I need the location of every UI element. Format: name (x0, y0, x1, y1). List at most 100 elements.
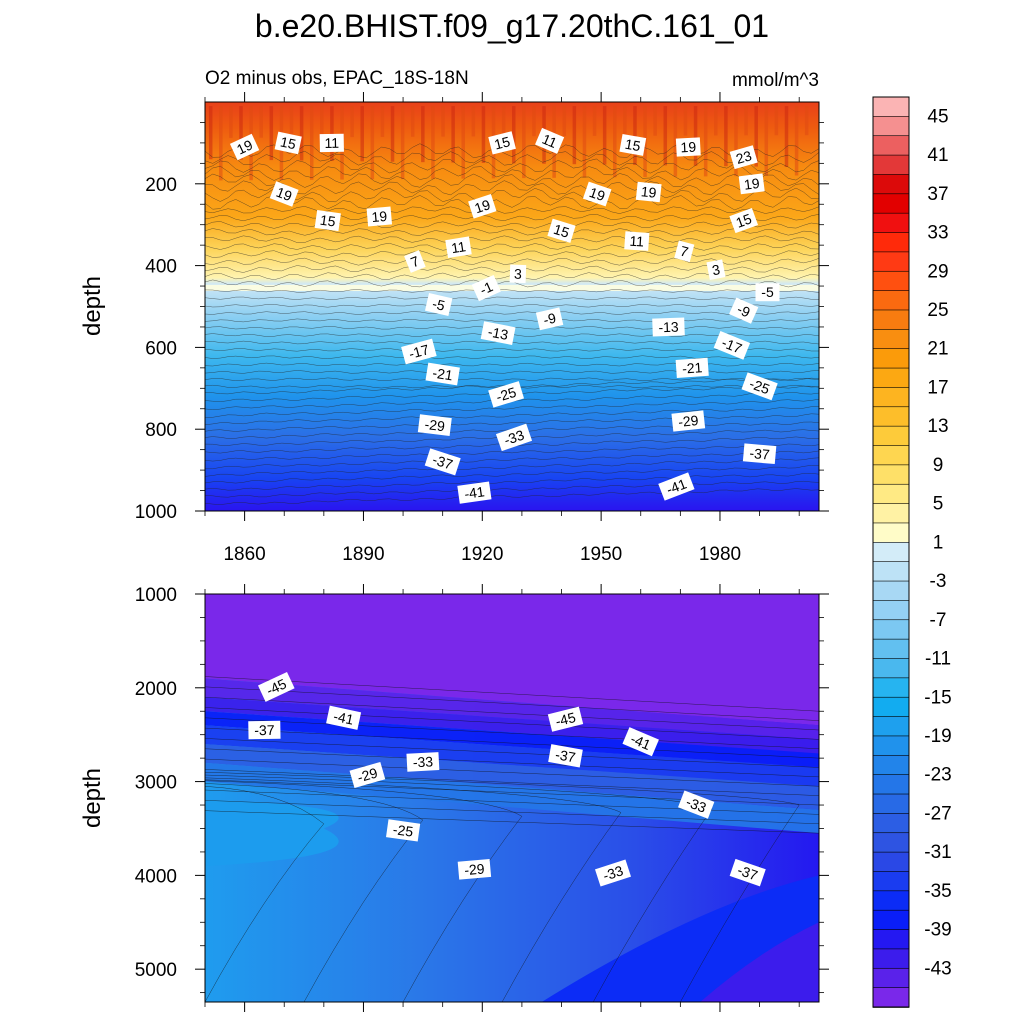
upper-streak (239, 106, 243, 160)
contour-label-text: -17 (720, 334, 745, 356)
contour-label: 11 (535, 127, 565, 154)
contour-label-text: -33 (601, 862, 625, 884)
lower-band (205, 800, 339, 866)
lower-contour-line (205, 748, 819, 778)
lower-band (205, 697, 819, 754)
colorbar-tick-label: 25 (927, 300, 948, 321)
colorbar-tick-label: 13 (927, 416, 948, 437)
colorbar-box (872, 251, 910, 273)
contour-label: 11 (624, 231, 650, 251)
lower-contour-line (205, 758, 819, 787)
upper-streak (299, 106, 304, 161)
upper-contour-line (205, 457, 819, 477)
colorbar-tick-label: -43 (924, 958, 951, 979)
contour-label: -33 (678, 790, 715, 819)
contour-label-text: -41 (463, 483, 485, 502)
upper-streak (330, 106, 334, 161)
contour-label-bg (595, 859, 631, 887)
colorbar-tick-label: 33 (927, 223, 948, 244)
contour-label: -45 (257, 671, 295, 702)
lower-axes: 1000 2000 3000 4000 5000 (135, 584, 829, 1012)
lower-band (205, 594, 819, 726)
contour-label-text: -5 (431, 295, 447, 313)
contour-label-bg (319, 133, 344, 153)
contour-label-bg (658, 472, 695, 501)
colorbar-tick-label: -3 (930, 571, 947, 592)
contour-label: 19 (468, 194, 497, 219)
contour-label-bg (535, 307, 564, 331)
contour-label: 7 (404, 250, 426, 273)
colorbar-tick-label: 45 (927, 106, 948, 127)
upper-contour-line (205, 318, 819, 323)
contour-label: -21 (425, 362, 460, 386)
colorbar-box (872, 193, 910, 214)
colorbar-box (872, 987, 910, 1008)
contour-label-text: -29 (424, 416, 446, 434)
colorbar-box (872, 483, 910, 505)
upper-ylabel: depth (79, 276, 106, 336)
contour-label: -1 (471, 274, 501, 302)
contour-label-bg (401, 338, 437, 365)
colorbar-box (872, 270, 910, 292)
chart-title: b.e20.BHIST.f09_g17.20thC.161_01 (255, 8, 769, 44)
contour-label: 11 (319, 133, 344, 153)
colorbar-box (872, 445, 910, 466)
upper-streak (380, 106, 385, 137)
lower-contour-line (205, 779, 819, 806)
contour-label: -37 (742, 443, 777, 465)
contour-label: -17 (713, 331, 751, 360)
upper-contour-line (205, 195, 819, 211)
colorbar-box (872, 967, 910, 989)
contour-label-bg (547, 706, 584, 732)
upper-contour-line (205, 158, 819, 174)
upper-streak (400, 106, 405, 180)
colorbar-box (872, 522, 910, 544)
lower-band (700, 922, 819, 1002)
colorbar-box (872, 212, 910, 234)
contour-label-bg (248, 720, 281, 740)
upper-contour-line (205, 348, 819, 352)
contour-label-text: -13 (487, 323, 510, 343)
contour-label-text: -5 (761, 284, 774, 300)
contour-label-bg (445, 236, 472, 258)
contour-label-text: 23 (734, 147, 754, 167)
colorbar-box (872, 387, 910, 408)
contour-label: -29 (457, 858, 492, 880)
upper-contour-line (205, 405, 819, 426)
contour-label-bg (509, 264, 527, 284)
upper-contour-line (205, 355, 819, 359)
upper-streak (461, 106, 465, 179)
upper-contour-line (205, 289, 819, 293)
colorbar-tick-label: -31 (924, 842, 951, 863)
contour-label: 15 (488, 131, 516, 155)
upper-streak (744, 106, 748, 136)
upper-contour-line (205, 473, 819, 491)
contour-label: -29 (349, 761, 386, 789)
contour-label: -29 (417, 414, 452, 436)
upper-streak (703, 106, 708, 177)
contour-label-bg (755, 283, 780, 302)
upper-contour-line (205, 398, 819, 418)
colorbar-tick-label: -7 (930, 610, 947, 631)
contour-label-bg (417, 414, 452, 436)
contour-label: -41 (622, 727, 659, 757)
colorbar-box (872, 658, 910, 679)
contour-label-bg (674, 240, 695, 263)
colorbar-box (872, 232, 910, 253)
upper-contour-line (205, 250, 819, 259)
colorbar-tick-label: -19 (924, 726, 951, 747)
colorbar-box (872, 561, 910, 582)
colorbar-box (872, 638, 910, 660)
contour-label-text: -33 (502, 426, 527, 448)
contour-label-text: -29 (677, 412, 699, 430)
colorbar-box (872, 329, 910, 350)
contour-label: -41 (326, 705, 362, 730)
lower-contour-line (205, 738, 819, 768)
contour-label-text: 15 (734, 210, 754, 230)
y-tick-label: 4000 (135, 866, 177, 887)
upper-contour-line (205, 413, 819, 432)
colorbar-tick-label: 21 (927, 339, 948, 360)
upper-streak (471, 106, 476, 137)
upper-streak (633, 106, 637, 165)
